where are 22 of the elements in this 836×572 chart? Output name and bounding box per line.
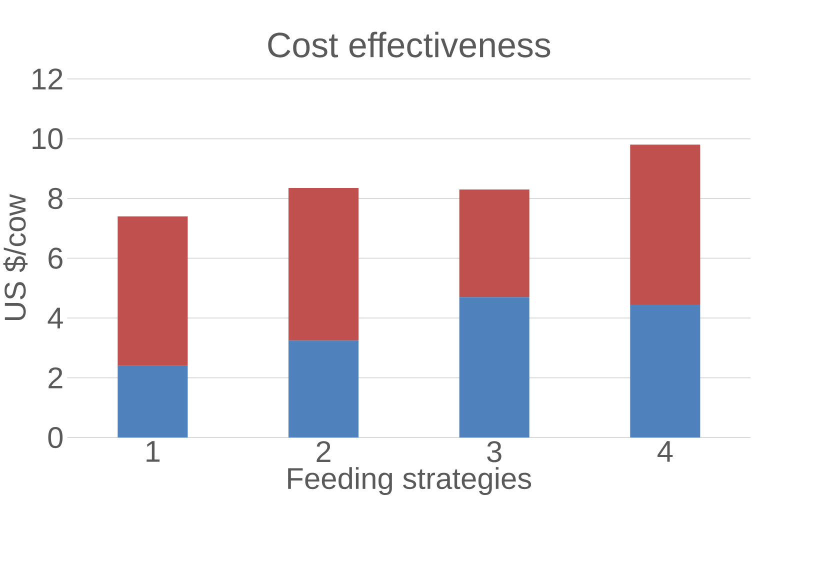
x-tick-label: 1 [146, 440, 160, 462]
y-tick-label: 8 [48, 188, 62, 209]
x-tick-label: 4 [658, 440, 673, 462]
y-tick-label: 4 [48, 307, 63, 328]
x-tick-label: 2 [316, 440, 330, 462]
bar [630, 144, 700, 304]
bar [118, 216, 188, 366]
bar [630, 304, 700, 438]
chart-title: Cost effectiveness [268, 32, 550, 58]
bar [288, 340, 359, 438]
bar [459, 296, 530, 438]
y-tick-label: 6 [48, 247, 62, 269]
bar [459, 189, 530, 297]
x-tick-label: 3 [487, 440, 502, 462]
bar [288, 188, 359, 340]
y-tick-label: 10 [32, 128, 63, 150]
y-tick-label: 12 [32, 68, 62, 90]
bar [118, 366, 188, 438]
y-axis-title: US $/cow [3, 194, 28, 320]
y-tick-label: 2 [48, 367, 62, 388]
y-tick-label: 0 [48, 426, 63, 448]
x-axis-title: Feeding strategies [288, 466, 532, 495]
